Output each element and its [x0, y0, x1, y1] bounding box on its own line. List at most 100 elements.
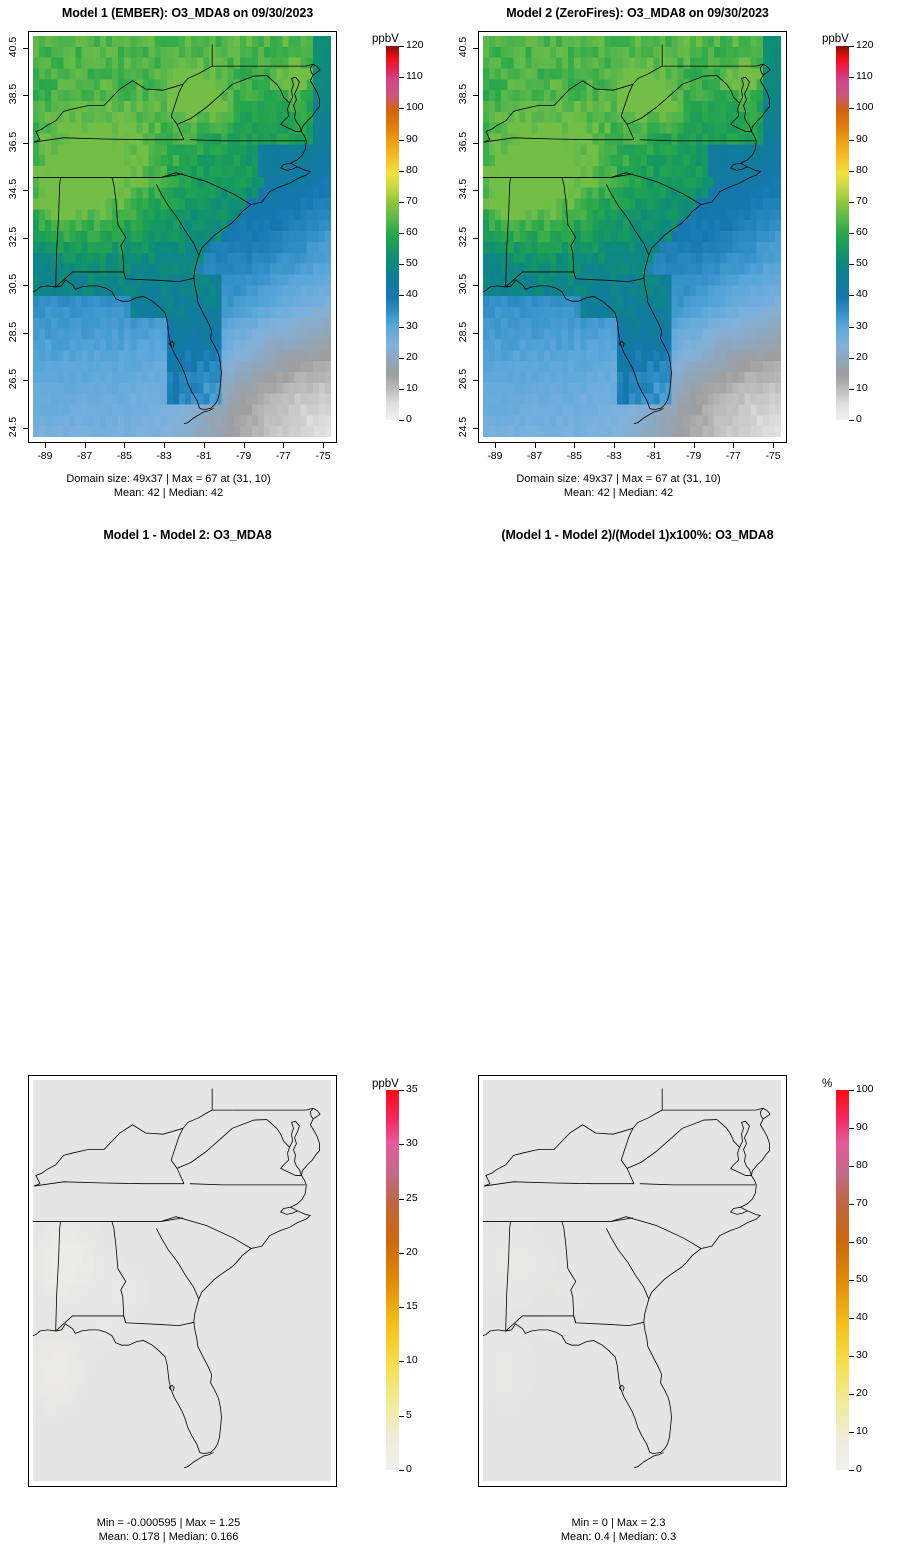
colorbar-tick-mark — [849, 108, 854, 110]
y-tick-label: 36.5 — [7, 131, 19, 152]
x-tick-mark — [494, 443, 496, 448]
colorbar-tick-label: 80 — [856, 1159, 868, 1171]
colorbar-tick-label: 70 — [856, 1197, 868, 1209]
x-tick-label: -83 — [156, 450, 172, 462]
colorbar-tick-mark — [399, 1307, 404, 1309]
y-tick-mark — [23, 285, 28, 287]
x-tick-label: -75 — [315, 450, 331, 462]
colorbar-gradient — [836, 46, 849, 420]
panel-percent-difference: (Model 1 - Model 2)/(Model 1)x100%: O3_M… — [450, 522, 900, 1543]
colorbar-tick-mark — [849, 357, 854, 359]
colorbar-tick-mark — [399, 1415, 404, 1417]
colorbar-tick-label: 70 — [856, 194, 868, 207]
colorbar-tick-mark — [849, 1090, 854, 1091]
y-tick-label: 30.5 — [7, 273, 19, 295]
y-tick-label: 24.5 — [7, 416, 19, 437]
colorbar-tick-label: 30 — [406, 319, 418, 332]
panel-difference: Model 1 - Model 2: O3_MDA8 Min = -0.0005… — [0, 522, 450, 1543]
colorbar-gradient — [386, 1090, 399, 1470]
colorbar-tick-label: 10 — [856, 381, 868, 394]
colorbar-tick-mark — [849, 388, 854, 390]
panel-model2: Model 2 (ZeroFires): O3_MDA8 on 09/30/20… — [450, 0, 900, 522]
colorbar-tick-mark — [399, 201, 404, 203]
colorbar-tick-label: 60 — [406, 226, 418, 238]
y-tick-mark — [473, 47, 478, 49]
x-tick-mark — [243, 443, 245, 448]
y-tick-mark — [23, 380, 28, 382]
map-raster — [483, 1080, 781, 1481]
colorbar-tick-label: 0 — [406, 413, 412, 425]
colorbar-tick-label: 20 — [406, 350, 418, 363]
x-tick-mark — [203, 443, 205, 448]
colorbar-tick-label: 30 — [856, 319, 868, 332]
colorbar-tick-label: 60 — [856, 226, 868, 238]
y-tick-label: 34.5 — [7, 179, 19, 200]
colorbar-tick-label: 110 — [406, 70, 423, 83]
colorbar-unit-label: ppbV — [822, 33, 849, 45]
colorbar-tick-mark — [399, 1144, 404, 1146]
colorbar-tick-label: 0 — [856, 1463, 862, 1475]
x-tick-label: -81 — [196, 450, 212, 462]
y-tick-mark — [473, 332, 478, 334]
colorbar-tick-label: 80 — [406, 163, 418, 176]
panel-caption: Domain size: 49x37 | Max = 67 at (31, 10… — [450, 473, 787, 501]
x-tick-label: -85 — [566, 450, 582, 462]
colorbar-tick-mark — [849, 1318, 854, 1319]
colorbar: ppbV 0 10 20 30 40 50 60 70 80 90 100 110 120 — [0, 0, 450, 522]
colorbar-tick-mark — [399, 139, 404, 141]
colorbar-tick-label: 40 — [406, 288, 418, 301]
y-tick-label: 24.5 — [457, 416, 469, 437]
colorbar-tick-label: 90 — [406, 132, 418, 145]
colorbar: % 0 10 20 30 40 50 60 70 80 90 100 — [450, 522, 900, 1475]
colorbar-unit-label: ppbV — [372, 1078, 399, 1090]
x-tick-mark — [283, 443, 285, 448]
y-tick-mark — [23, 142, 28, 144]
colorbar-tick-label: 100 — [406, 101, 424, 114]
y-tick-mark — [23, 237, 28, 239]
x-tick-label: -89 — [37, 450, 53, 462]
y-tick-label: 28.5 — [7, 321, 19, 342]
colorbar-tick-mark — [849, 1470, 854, 1471]
x-tick-mark — [574, 443, 576, 448]
y-tick-label: 36.5 — [457, 131, 469, 152]
colorbar-tick-mark — [399, 420, 404, 421]
caption-line-1: Domain size: 49x37 | Max = 67 at (31, 10… — [516, 473, 721, 485]
x-tick-label: -75 — [765, 450, 781, 462]
y-tick-label: 32.5 — [457, 226, 469, 247]
colorbar-tick-mark — [399, 1361, 404, 1363]
colorbar-tick-mark — [399, 1470, 404, 1471]
x-tick-mark — [124, 443, 126, 448]
colorbar-tick-mark — [399, 233, 404, 234]
colorbar-tick-mark — [849, 46, 854, 47]
caption-line-2: Mean: 0.178 | Median: 0.166 — [98, 1530, 239, 1543]
panel-model1: Model 1 (EMBER): O3_MDA8 on 09/30/2023 D… — [0, 0, 450, 522]
colorbar: ppbV 0 10 20 30 40 50 60 70 80 90 100 110 120 — [450, 0, 900, 522]
colorbar-tick-label: 20 — [856, 350, 868, 363]
colorbar-tick-mark — [849, 201, 854, 203]
colorbar-gradient — [836, 1090, 849, 1470]
colorbar-tick-mark — [399, 77, 404, 79]
y-tick-mark — [23, 95, 28, 97]
y-tick-label: 38.5 — [7, 84, 19, 105]
x-tick-label: -87 — [527, 450, 543, 462]
colorbar-tick-label: 30 — [856, 1349, 868, 1361]
colorbar-tick-label: 50 — [856, 257, 868, 270]
y-tick-mark — [473, 237, 478, 239]
y-tick-mark — [473, 190, 478, 192]
colorbar-tick-mark — [399, 295, 404, 297]
y-tick-label: 40.5 — [457, 36, 469, 58]
y-tick-mark — [23, 427, 28, 429]
y-tick-mark — [23, 190, 28, 192]
x-tick-label: -77 — [725, 450, 741, 462]
y-tick-mark — [473, 142, 478, 144]
y-tick-mark — [473, 285, 478, 287]
colorbar-tick-mark — [849, 264, 854, 266]
x-tick-label: -77 — [275, 450, 291, 462]
colorbar-tick-mark — [849, 295, 854, 297]
colorbar-tick-mark — [849, 1128, 854, 1129]
x-tick-label: -85 — [116, 450, 132, 462]
x-tick-mark — [323, 443, 325, 448]
y-tick-mark — [473, 427, 478, 429]
colorbar-tick-label: 70 — [406, 194, 418, 207]
panel-caption: Min = 0 | Max = 2.3 Mean: 0.4 | Median: … — [450, 1517, 787, 1545]
